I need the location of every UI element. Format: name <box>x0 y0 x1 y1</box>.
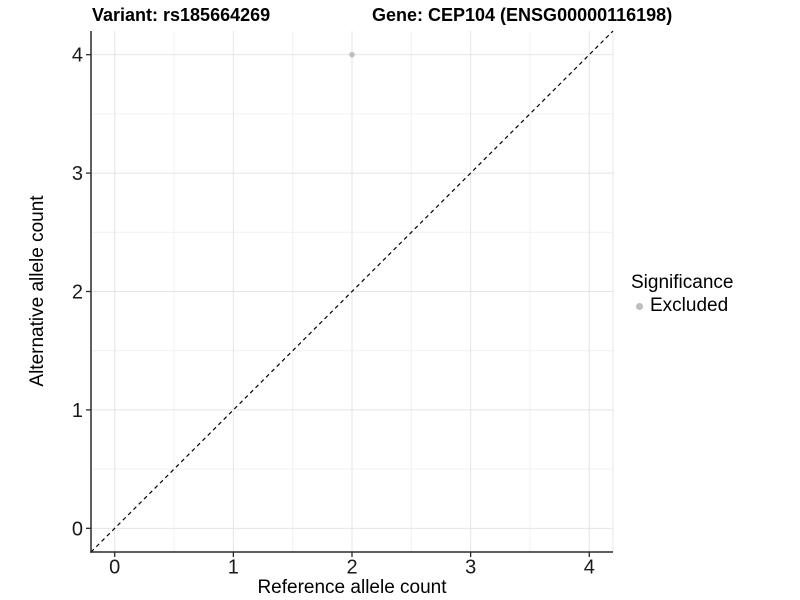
legend-item-excluded: Excluded <box>629 295 733 317</box>
y-axis-title: Alternative allele count <box>27 195 48 387</box>
x-axis-title: Reference allele count <box>257 577 447 598</box>
y-tick-label: 4 <box>72 45 83 67</box>
y-tick-label: 1 <box>72 400 83 422</box>
x-tick-label: 3 <box>465 557 476 579</box>
identity-line <box>90 30 614 553</box>
legend-item-label: Excluded <box>650 295 729 316</box>
variant-title: Variant: rs185664269 <box>92 5 271 25</box>
x-tick-label: 1 <box>228 557 239 579</box>
x-tick-label: 2 <box>346 557 357 579</box>
gene-title: Gene: CEP104 (ENSG00000116198) <box>372 5 673 25</box>
excluded-point-icon <box>635 302 643 310</box>
legend-title: Significance <box>631 272 734 293</box>
legend: Significance Excluded <box>629 272 733 317</box>
legend-key <box>629 296 649 316</box>
y-tick-label: 0 <box>72 518 83 540</box>
y-tick-label: 2 <box>72 282 83 304</box>
data-point <box>349 51 355 58</box>
x-tick-label: 4 <box>584 557 595 579</box>
x-tick-label: 0 <box>109 557 120 579</box>
y-tick-label: 3 <box>72 163 83 185</box>
